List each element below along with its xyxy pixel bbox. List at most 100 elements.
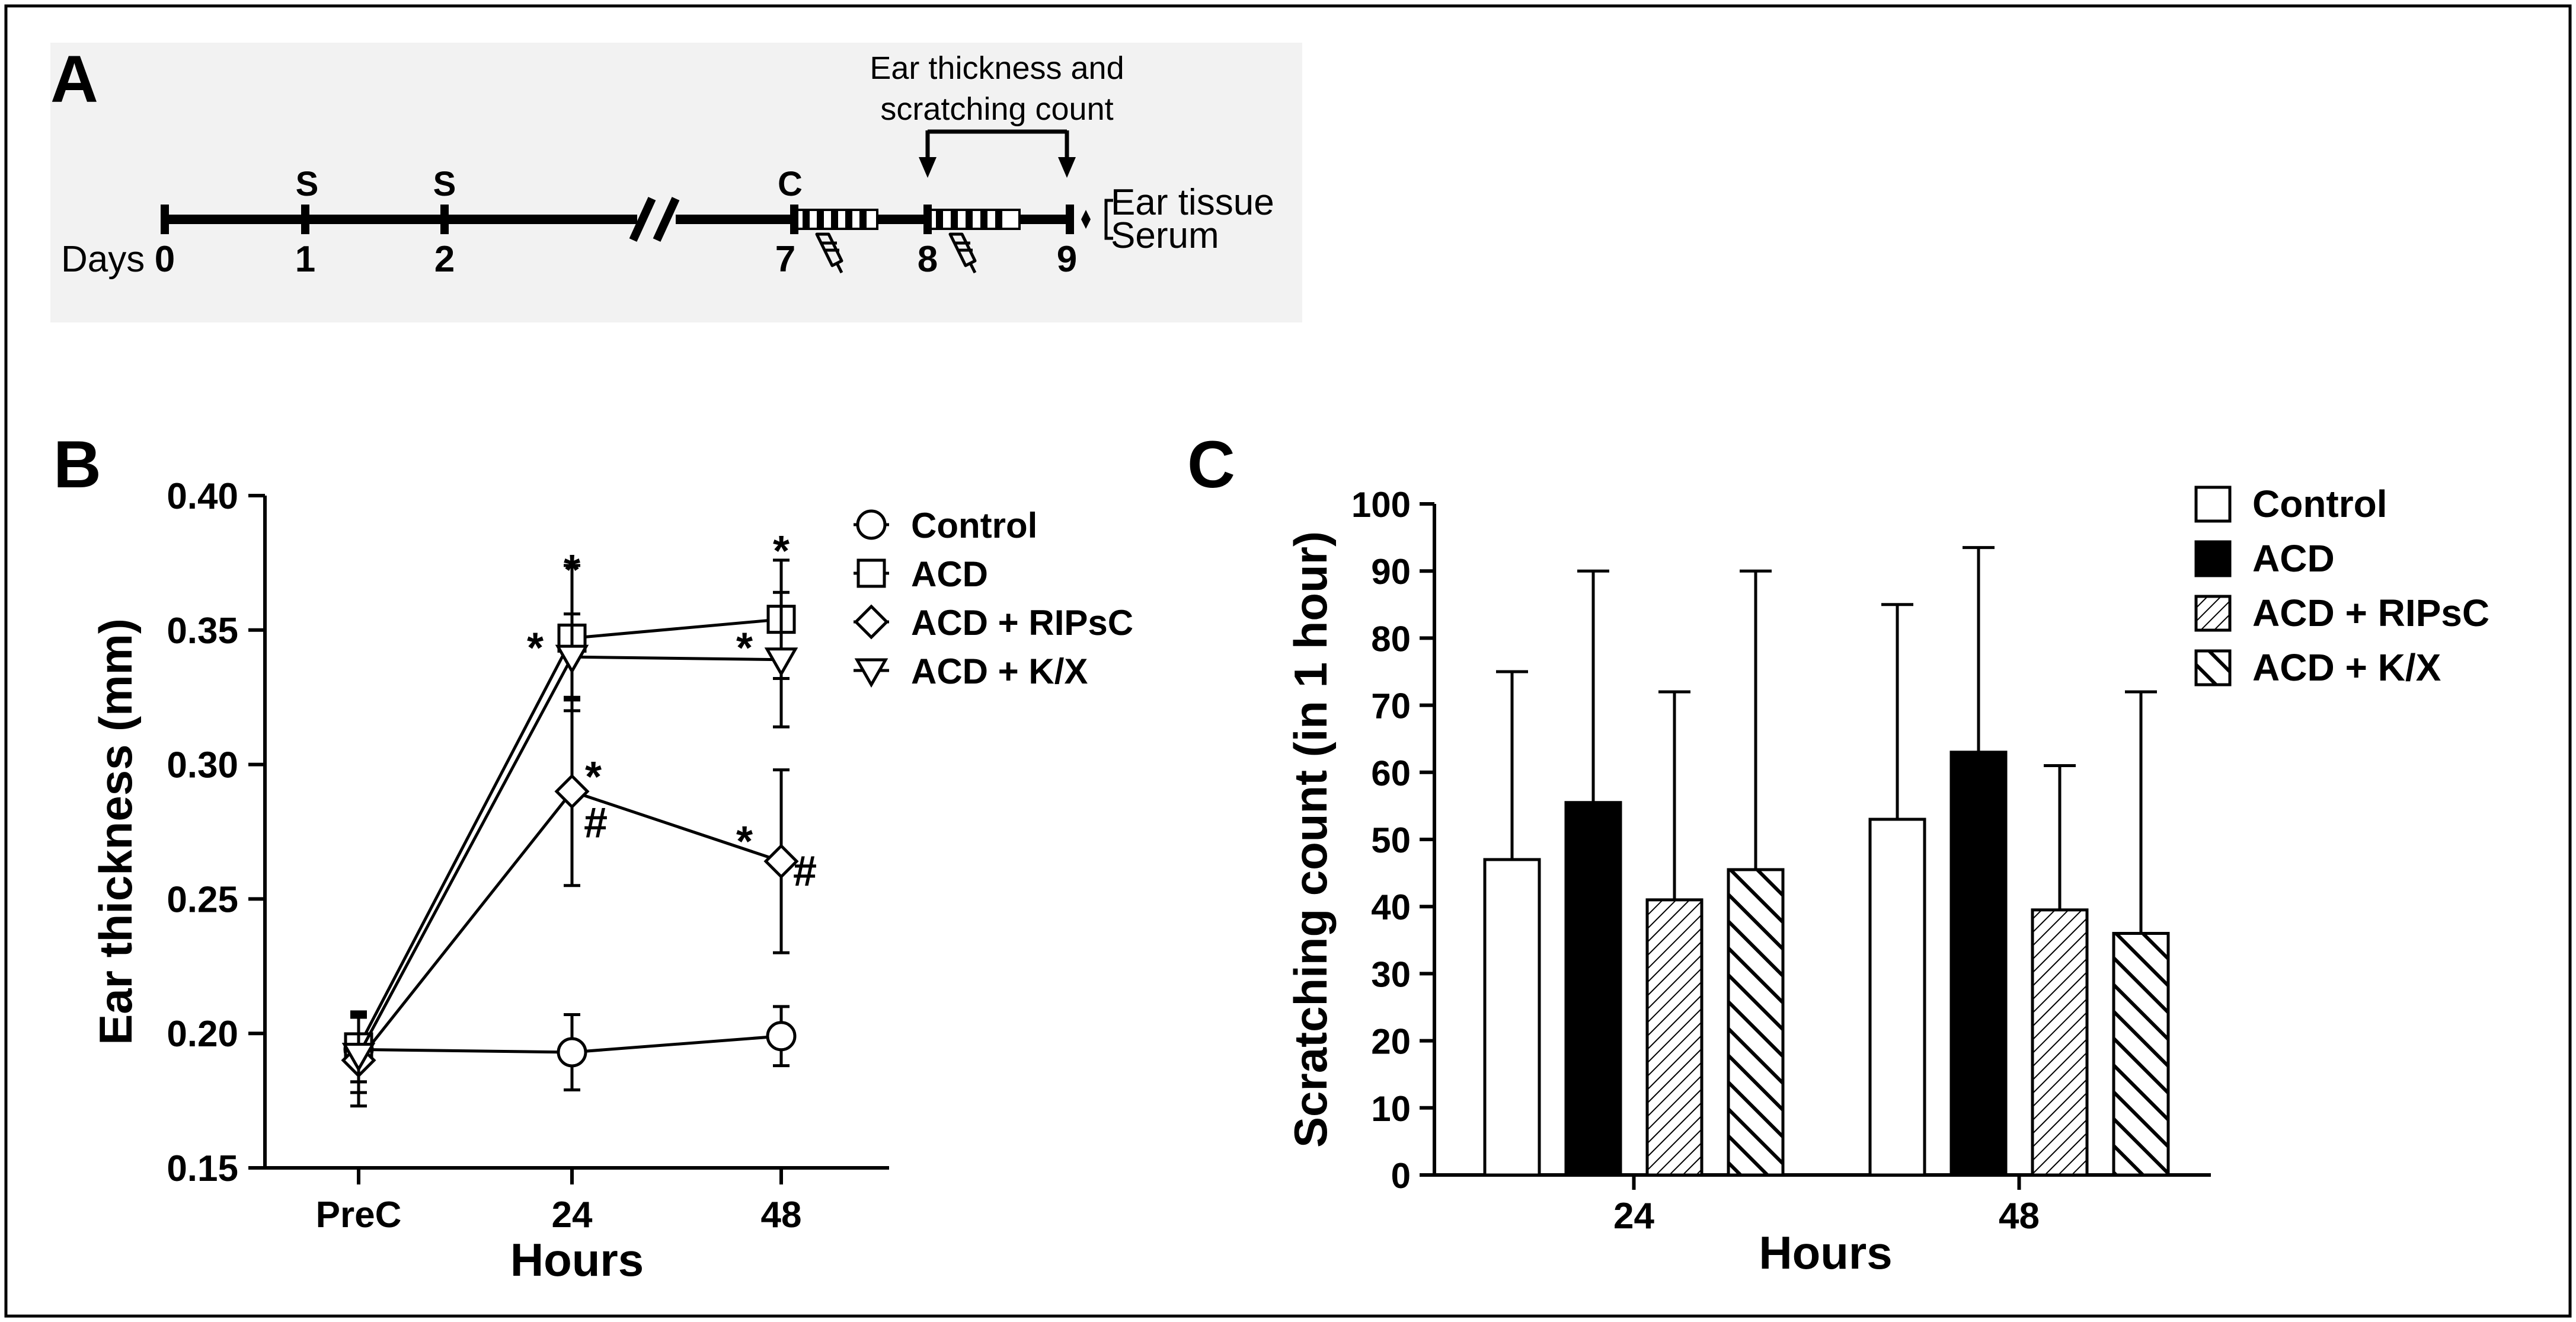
bar [2031,908,2089,1177]
axis-break [653,197,680,242]
legend-marker [854,604,889,640]
y-tick-label: 10 [1371,1089,1411,1129]
day-tick-label: 8 [918,239,938,280]
serum-label: Serum [1111,215,1219,256]
bar [1564,801,1622,1177]
data-point [557,1037,587,1068]
significance-star: * [585,753,602,801]
data-point [766,1021,797,1052]
series-acd-ripsc [1645,690,2089,1177]
data-point [341,1042,376,1072]
y-tick-label: 0.25 [167,879,238,920]
data-point [764,647,798,677]
data-point [555,644,589,675]
axis-break [629,197,656,242]
y-tick-label: 50 [1371,820,1411,860]
y-tick-label: 0.35 [167,611,238,652]
series-acd [1564,546,2008,1177]
significance-star: * [564,547,580,594]
y-tick-label: 20 [1371,1022,1411,1062]
significance-hash: # [584,799,608,847]
legend-marker [856,509,887,540]
legend-marker [856,558,886,588]
legend-label: Control [2252,483,2388,525]
series-line [357,655,782,1056]
ear-thickness-chart: 0.15 0.20 0.25 0.30 0.35 0.40 PreC 24 48 Hours Ear… [90,476,1133,1286]
panel-a-label: A [50,42,98,116]
panel-c-label: C [1187,427,1235,502]
challenge-marker: C [778,165,803,203]
legend-label: ACD + RIPsC [911,603,1133,643]
figure-frame [4,4,2572,1318]
legend-marker [854,658,889,688]
legend-label: ACD [2252,537,2335,580]
collection-bracket [1104,199,1113,240]
bar [1483,858,1541,1177]
y-tick-label: 0.30 [167,745,238,786]
y-tick-label: 0 [1391,1156,1411,1196]
day-tick-label: 1 [295,239,315,280]
y-tick-label: 90 [1371,552,1411,592]
panel-a-background [50,43,1302,322]
collection-marker [1081,210,1091,229]
syringe-icon [815,232,843,274]
day-tick-label: 9 [1057,239,1077,280]
legend: Control ACD ACD + RIPsC ACD + K/X [854,506,1133,691]
significance-star: * [736,624,753,672]
y-tick-label: 0.20 [167,1014,238,1055]
panel-b-label: B [53,427,101,502]
y-tick-label: 0.15 [167,1148,238,1189]
x-tick-label: 48 [1999,1196,2040,1237]
x-axis-label: Hours [1759,1227,1892,1279]
measure-arrow-day9 [1058,157,1076,178]
measure-label: scratching count [880,91,1113,127]
legend-label: ACD + K/X [2252,646,2441,689]
scratching-count-chart: 0 10 20 30 40 50 60 70 80 90 100 24 48 Hours Scratchin… [1284,483,2489,1279]
y-tick-label: 60 [1371,753,1411,793]
y-axis-label: Scratching count (in 1 hour) [1284,531,1337,1148]
significance-hash: # [793,848,817,895]
y-tick-label: 40 [1371,887,1411,927]
bar [2112,931,2170,1177]
y-tick-label: 0.40 [167,476,238,517]
significance-star: * [773,528,790,575]
significance-star: * [736,818,753,866]
bar [1645,898,1704,1177]
ear-tissue-label: Ear tissue [1111,182,1274,223]
measure-arrow-day8 [919,157,937,178]
series-acd-k-x [341,590,798,1094]
y-tick-label: 100 [1351,485,1411,525]
x-axis-label: Hours [510,1234,644,1286]
y-tick-label: 80 [1371,619,1411,659]
legend-label: ACD + RIPsC [2252,592,2489,634]
significance-star: * [527,624,544,672]
y-tick-label: 30 [1371,954,1411,994]
day-tick-label: 2 [434,239,455,280]
legend-label: ACD [911,554,988,594]
bar [1727,868,1785,1177]
day-tick-label: 0 [155,239,175,280]
x-tick-label: 48 [761,1195,802,1235]
sensitization-marker: S [296,165,319,203]
x-tick-label: 24 [552,1195,593,1235]
x-tick-label: PreC [316,1195,402,1235]
legend-label: ACD + K/X [911,652,1088,691]
data-point [763,844,799,879]
y-tick-label: 70 [1371,686,1411,726]
legend-label: Control [911,506,1037,545]
legend-swatch [2194,649,2232,686]
series-acd-k-x [1727,569,2170,1177]
sensitization-marker: S [433,165,456,203]
series-control [343,1005,797,1091]
x-tick-label: 24 [1613,1196,1654,1237]
data-point [554,774,590,809]
legend-swatch [2194,595,2232,632]
timeline [161,129,1113,274]
legend: Control ACD ACD + RIPsC ACD + K/X [2194,483,2489,689]
measure-label: Ear thickness and [870,50,1124,86]
day-tick-label: 7 [775,239,795,280]
bar [1868,818,1926,1177]
syringe-icon [948,232,977,274]
timeline-labels: Days 0 1 2 7 8 9 S S C Ear thickness and… [61,50,1274,280]
